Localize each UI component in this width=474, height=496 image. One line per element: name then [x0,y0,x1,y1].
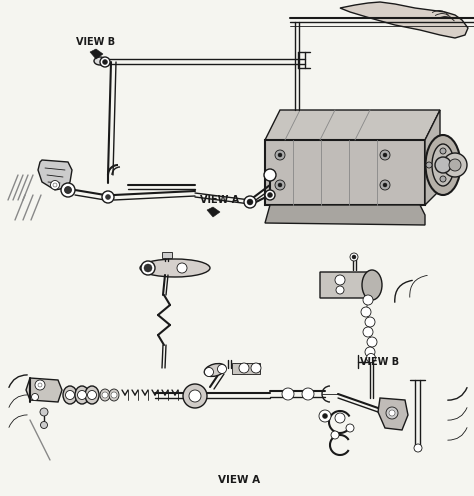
Ellipse shape [204,364,226,376]
Ellipse shape [362,270,382,300]
Polygon shape [425,110,440,205]
Circle shape [31,393,38,400]
Circle shape [365,347,375,357]
Circle shape [102,392,108,398]
Circle shape [189,390,201,402]
Circle shape [247,199,253,205]
Circle shape [61,183,75,197]
Text: VIEW B: VIEW B [360,357,399,367]
Circle shape [302,388,314,400]
Bar [162,252,172,258]
Polygon shape [90,49,103,59]
Circle shape [183,384,207,408]
Circle shape [35,380,45,390]
Circle shape [335,413,345,423]
Ellipse shape [426,135,461,195]
Circle shape [64,186,72,193]
Circle shape [275,150,285,160]
Ellipse shape [75,386,89,404]
Circle shape [78,390,86,399]
Circle shape [144,264,152,272]
Ellipse shape [94,57,106,65]
Circle shape [53,183,57,187]
Circle shape [454,162,460,168]
Circle shape [335,275,345,285]
Circle shape [440,148,446,154]
Circle shape [275,180,285,190]
Circle shape [383,183,387,187]
Circle shape [426,162,432,168]
Text: VIEW A: VIEW A [218,475,260,485]
Ellipse shape [63,386,77,404]
Circle shape [331,431,339,439]
Circle shape [414,444,422,452]
Ellipse shape [85,386,99,404]
Circle shape [239,363,249,373]
Circle shape [251,363,261,373]
Circle shape [106,194,110,199]
Circle shape [111,392,117,398]
Circle shape [380,180,390,190]
Text: VIEW A: VIEW A [200,195,239,205]
Circle shape [319,410,331,422]
Circle shape [363,327,373,337]
Polygon shape [207,207,220,217]
Circle shape [102,60,108,64]
Circle shape [40,408,48,416]
Circle shape [65,390,74,399]
Circle shape [435,157,451,173]
Ellipse shape [109,389,119,401]
Circle shape [102,191,114,203]
Circle shape [350,253,358,261]
Circle shape [367,337,377,347]
Ellipse shape [432,144,454,186]
Circle shape [264,169,276,181]
Ellipse shape [100,389,110,401]
Circle shape [449,159,461,171]
Circle shape [282,388,294,400]
Circle shape [443,153,467,177]
Circle shape [265,190,275,200]
Circle shape [38,383,42,387]
Text: VIEW B: VIEW B [76,37,115,47]
Circle shape [204,368,213,376]
Ellipse shape [141,261,155,275]
Circle shape [440,176,446,182]
Circle shape [177,263,187,273]
Circle shape [40,422,47,429]
Circle shape [361,307,371,317]
Circle shape [365,317,375,327]
Polygon shape [265,110,440,140]
Circle shape [380,150,390,160]
Polygon shape [38,160,72,190]
Circle shape [267,192,273,197]
Polygon shape [265,140,425,205]
Bar [232,363,260,374]
Circle shape [383,153,387,157]
Circle shape [336,286,344,294]
Circle shape [346,424,354,432]
Circle shape [322,414,328,419]
Circle shape [352,255,356,259]
Circle shape [244,196,256,208]
Circle shape [88,390,97,399]
Circle shape [389,410,395,416]
Polygon shape [340,2,468,38]
Polygon shape [265,205,425,225]
Circle shape [278,183,282,187]
Circle shape [51,181,60,189]
Polygon shape [320,272,375,298]
Polygon shape [26,378,62,402]
Circle shape [218,365,227,373]
Polygon shape [378,398,408,430]
Circle shape [366,354,375,363]
Circle shape [386,407,398,419]
Circle shape [100,57,110,67]
Circle shape [278,153,282,157]
Ellipse shape [140,259,210,277]
Circle shape [363,295,373,305]
